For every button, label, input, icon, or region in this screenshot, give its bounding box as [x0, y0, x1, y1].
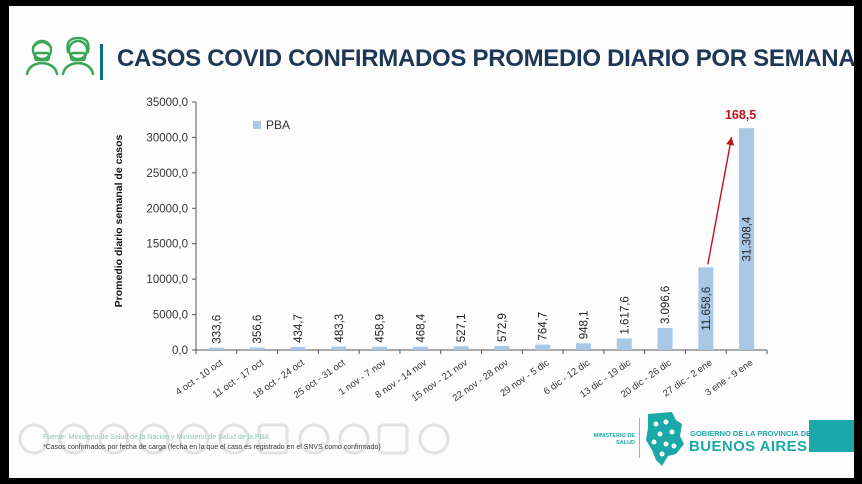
bar: [616, 338, 632, 350]
legend-label-pba: PBA: [266, 118, 290, 132]
bar-value-label: 468,4: [415, 313, 427, 342]
source-note: Fuente: Ministerio de Salud de la Nación…: [43, 434, 270, 441]
bar-value-label: 948,1: [578, 311, 590, 340]
y-tick-label: 35000,0: [146, 97, 188, 109]
bars: 333,6 356,6 434,7 483,3 458,9 468,4 527,1 572,9…: [208, 128, 755, 350]
bar-value-label: 483,3: [334, 314, 346, 343]
footnote: *Casos confirmados por fecha de carga (f…: [43, 444, 381, 451]
bar-value-label: 434,7: [293, 314, 305, 343]
bar: [494, 345, 510, 350]
bar: [739, 128, 755, 350]
bar-value-label: 527,1: [456, 313, 468, 342]
corner-accent: [809, 420, 854, 452]
bar: [290, 346, 306, 350]
province-map-logo-icon: [646, 412, 684, 466]
bar-value-label: 3.096,6: [660, 286, 672, 324]
growth-annotation: 168,5: [707, 108, 756, 265]
y-tick-label: 20000,0: [146, 203, 188, 215]
bar-value-label: 1.617,6: [619, 296, 631, 334]
bar: [331, 346, 347, 350]
annotation-arrow-head: [726, 137, 735, 146]
y-tick-label: 0,0: [172, 345, 188, 357]
logo-divider: [639, 418, 640, 458]
slide: CASOS COVID CONFIRMADOS PROMEDIO DIARIO …: [9, 6, 854, 478]
bar: [208, 347, 224, 350]
bar: [575, 343, 591, 350]
y-tick-label: 15000,0: [146, 239, 188, 251]
page-title: CASOS COVID CONFIRMADOS PROMEDIO DIARIO …: [117, 45, 854, 72]
gobierno-label: GOBIERNO DE LA PROVINCIA DE: [690, 429, 812, 438]
bar-chart: 0,0 5000,0 10000,0 15000,0 20000,0 25000,0 300…: [113, 97, 768, 404]
y-tick-label: 10000,0: [146, 274, 188, 286]
bar: [412, 346, 428, 350]
y-axis-label: Promedio diario semanal de casos: [113, 134, 125, 307]
y-tick-label: 25000,0: [146, 168, 188, 180]
bar: [657, 328, 673, 350]
y-tick-label: 5000,0: [153, 310, 188, 322]
bar: [535, 344, 551, 350]
bar-value-label: 458,9: [375, 314, 387, 343]
bar-value-label: 31.308,4: [742, 216, 754, 261]
y-tick-label: 30000,0: [146, 132, 188, 144]
bar: [698, 267, 714, 350]
bar-value-label: 356,6: [252, 315, 264, 344]
bar-value-label: 764,7: [538, 312, 550, 341]
ministerio-salud-label: MINISTERIO DE SALUD: [593, 433, 635, 446]
legend: PBA: [253, 118, 290, 132]
legend-swatch-pba: [253, 121, 261, 129]
bar: [453, 346, 469, 350]
health-icons-watermark: [18, 423, 450, 455]
annotation-label: 168,5: [725, 108, 756, 122]
annotation-arrow-line: [707, 136, 733, 265]
bar: [372, 346, 388, 350]
bar-value-label: 333,6: [211, 315, 223, 344]
bar: [249, 347, 265, 350]
health-workers-icon: [25, 36, 95, 76]
buenos-aires-label: BUENOS AIRES: [689, 438, 808, 455]
bar-value-label: 572,9: [497, 313, 509, 342]
title-divider: [100, 44, 103, 80]
bar-value-label: 11.658,6: [701, 287, 713, 331]
